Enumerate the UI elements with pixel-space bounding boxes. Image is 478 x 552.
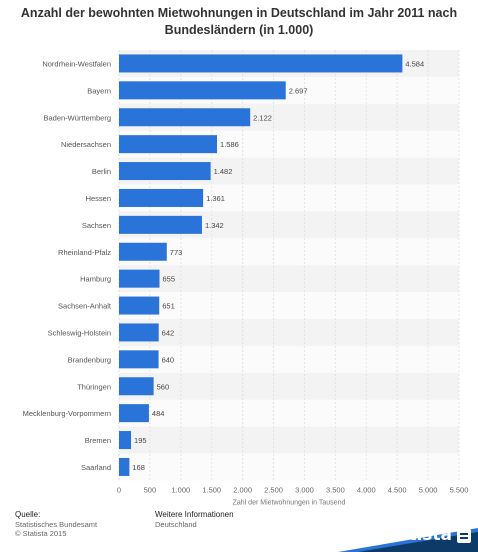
row-band <box>119 292 459 319</box>
bar[interactable] <box>119 188 204 207</box>
bar[interactable] <box>119 431 132 450</box>
row-band <box>119 319 459 346</box>
row-band <box>119 426 459 454</box>
row-band <box>119 399 459 427</box>
row-band <box>119 238 459 266</box>
bar[interactable] <box>119 404 149 423</box>
bar[interactable] <box>119 108 251 127</box>
data-label: 2.697 <box>289 86 308 95</box>
x-tick-label: 4.000 <box>357 485 376 494</box>
bar[interactable] <box>119 296 160 315</box>
x-tick-label: 1.000 <box>171 485 190 494</box>
row-band <box>119 453 459 481</box>
bar[interactable] <box>119 377 154 396</box>
x-tick-label: 4.500 <box>388 485 407 494</box>
bar[interactable] <box>119 215 202 234</box>
data-label: 1.482 <box>214 167 233 176</box>
row-band <box>119 265 459 293</box>
x-tick-label: 500 <box>144 485 157 494</box>
data-label: 1.361 <box>206 194 225 203</box>
data-label: 1.342 <box>205 221 224 230</box>
bar[interactable] <box>119 269 160 288</box>
data-label: 773 <box>170 248 183 257</box>
bar[interactable] <box>119 323 159 342</box>
x-axis-title: Zahl der Mietwohnungen in Tausend <box>233 499 346 506</box>
category-label: Saarland <box>81 463 111 472</box>
bar[interactable] <box>119 135 218 154</box>
chart-title: Anzahl der bewohnten Mietwohnungen in De… <box>0 5 478 39</box>
x-tick-label: 2.000 <box>233 485 252 494</box>
category-label: Hamburg <box>80 275 111 284</box>
category-label: Rheinland-Pfalz <box>58 248 111 257</box>
brand-band <box>338 528 478 552</box>
data-label: 642 <box>162 328 175 337</box>
category-label: Baden-Württemberg <box>43 113 111 122</box>
data-label: 4.584 <box>405 59 424 68</box>
category-label: Mecklenburg-Vorpommern <box>23 409 111 418</box>
x-tick-label: 2.500 <box>264 485 283 494</box>
source-heading: Quelle: <box>15 510 41 519</box>
x-tick-label: 0 <box>117 485 121 494</box>
bar[interactable] <box>119 54 403 73</box>
data-label: 2.122 <box>253 113 272 122</box>
x-tick-label: 3.000 <box>295 485 314 494</box>
x-tick-label: 5.500 <box>450 485 469 494</box>
statista-logo-icon <box>457 529 471 543</box>
statista-logo-text[interactable]: statista <box>378 525 452 545</box>
bar[interactable] <box>119 162 211 181</box>
category-label: Hessen <box>86 194 111 203</box>
x-tick-label: 1.500 <box>202 485 221 494</box>
source-name: Statistisches Bundesamt <box>15 520 98 529</box>
category-label: Berlin <box>92 167 111 176</box>
source-block: Quelle: Statistisches Bundesamt © Statis… <box>15 510 97 538</box>
more-info-link[interactable]: Weitere Informationen <box>155 510 234 519</box>
data-label: 1.586 <box>220 140 239 149</box>
category-label: Schleswig-Holstein <box>48 328 111 337</box>
bar[interactable] <box>119 242 167 261</box>
category-label: Niedersachsen <box>61 140 111 149</box>
copyright: © Statista 2015 <box>15 529 67 538</box>
category-label: Nordrhein-Westfalen <box>42 59 111 68</box>
chart-title-line-1: Anzahl der bewohnten Mietwohnungen in De… <box>20 6 458 20</box>
category-label: Bremen <box>85 436 111 445</box>
category-label: Sachsen-Anhalt <box>58 302 112 311</box>
row-band <box>119 345 459 373</box>
data-label: 168 <box>132 463 145 472</box>
x-tick-label: 5.000 <box>419 485 438 494</box>
bar[interactable] <box>119 81 286 100</box>
data-label: 640 <box>162 355 175 364</box>
x-tick-label: 3.500 <box>326 485 345 494</box>
data-label: 195 <box>134 436 147 445</box>
data-label: 655 <box>162 275 175 284</box>
data-label: 560 <box>157 382 170 391</box>
data-label: 651 <box>162 302 175 311</box>
bar[interactable] <box>119 457 130 476</box>
chart-title-line-2: Bundesländern (in 1.000) <box>164 23 314 37</box>
more-info-block: Weitere Informationen Deutschland <box>155 510 234 529</box>
more-info-region: Deutschland <box>155 520 197 529</box>
category-label: Thüringen <box>77 382 111 391</box>
row-band <box>119 372 459 400</box>
bar[interactable] <box>119 350 159 369</box>
category-label: Sachsen <box>82 221 111 230</box>
category-label: Bayern <box>87 86 111 95</box>
data-label: 484 <box>152 409 165 418</box>
category-label: Brandenburg <box>68 355 111 364</box>
